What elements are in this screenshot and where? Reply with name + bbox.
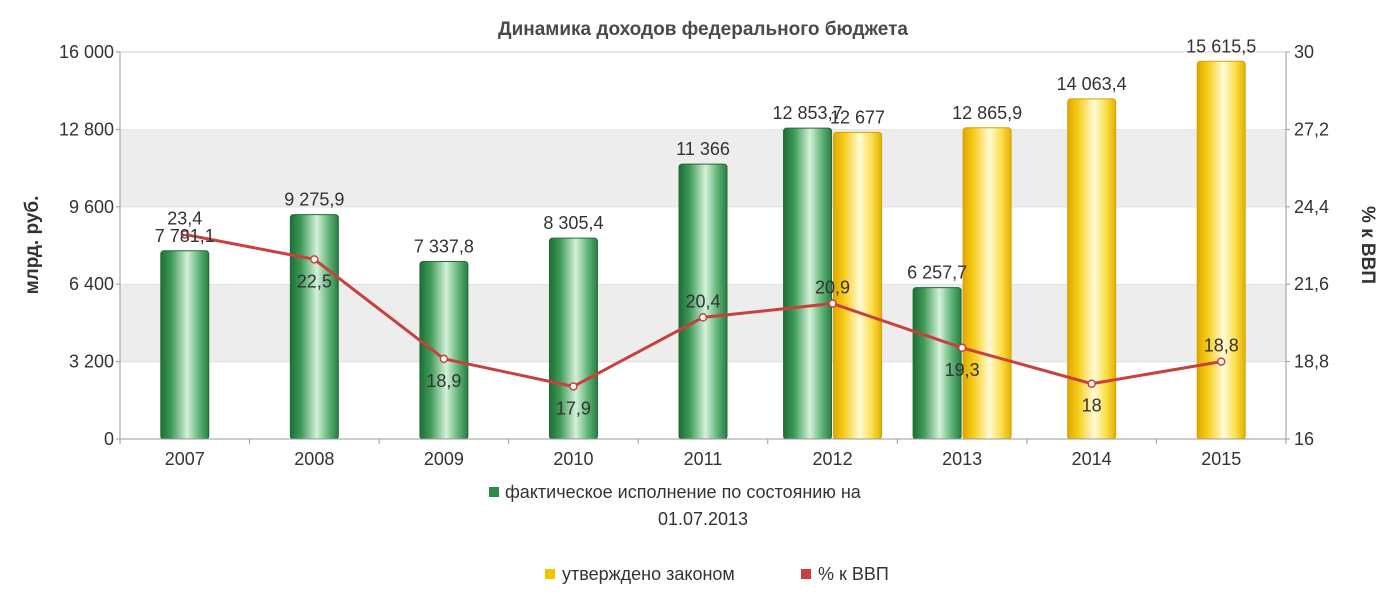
data-label-gdp-share: 18 [1082, 396, 1102, 416]
gdp-share-point [1087, 379, 1096, 388]
gdp-share-point [828, 299, 837, 308]
x-tick-label: 2012 [813, 449, 853, 469]
data-label-gdp-share: 22,5 [297, 271, 332, 291]
data-label-gdp-share: 17,9 [556, 398, 591, 418]
data-label-gdp-share: 18,9 [426, 371, 461, 391]
data-label-gdp-share: 19,3 [945, 360, 980, 380]
data-label-actual: 6 257,7 [907, 263, 967, 283]
x-tick-label: 2009 [424, 449, 464, 469]
axes [119, 52, 1287, 440]
left-tick-label: 0 [104, 429, 114, 449]
legend-label-gdp: % к ВВП [818, 564, 889, 584]
x-axis-ticks: 2007 2008 2009 2010 2011 2012 2013 2014 2015 [119, 439, 1287, 469]
gdp-share-point [180, 230, 190, 239]
x-tick-label: 2010 [553, 449, 593, 469]
bar-approved [1067, 98, 1117, 440]
bar-approved [1196, 60, 1246, 440]
right-axis-ticks: 16 18,8 21,6 24,4 27,2 30 [1286, 42, 1329, 449]
data-labels: 7 781,1 9 275,9 7 337,8 8 305,4 11 366 12 853… [155, 36, 1257, 418]
right-tick-label: 24,4 [1294, 197, 1329, 217]
legend-marker-approved [545, 569, 555, 579]
x-tick-label: 2014 [1072, 449, 1112, 469]
data-label-actual: 9 275,9 [284, 190, 344, 210]
right-tick-label: 18,8 [1294, 352, 1329, 372]
gdp-share-point [310, 255, 319, 264]
chart-title: Динамика доходов федерального бюджета [498, 19, 908, 40]
data-label-approved: 12 865,9 [952, 103, 1022, 123]
data-label-gdp-share: 23,4 [167, 208, 202, 228]
legend-label-actual-line1: фактическое исполнение по состоянию на [505, 482, 862, 502]
right-tick-label: 16 [1294, 429, 1314, 449]
left-tick-label: 3 200 [69, 352, 114, 372]
x-tick-label: 2008 [294, 449, 334, 469]
left-tick-label: 16 000 [59, 42, 114, 62]
bar-approved [962, 127, 1012, 440]
data-label-gdp-share: 18,8 [1204, 336, 1239, 356]
right-tick-label: 21,6 [1294, 274, 1329, 294]
x-tick-label: 2007 [165, 449, 205, 469]
bar-actual [419, 261, 469, 440]
right-tick-label: 27,2 [1294, 119, 1329, 139]
legend-label-actual-line2: 01.07.2013 [658, 509, 748, 529]
left-tick-label: 12 800 [59, 119, 114, 139]
gdp-share-point [957, 343, 967, 353]
x-tick-label: 2015 [1201, 449, 1241, 469]
right-tick-label: 30 [1294, 42, 1314, 62]
data-label-approved: 15 615,5 [1186, 36, 1256, 56]
data-label-actual: 7 337,8 [414, 237, 474, 257]
gdp-share-point [439, 354, 449, 364]
data-label-actual: 7 781,1 [155, 226, 215, 246]
data-label-gdp-share: 20,9 [815, 278, 850, 298]
data-label-actual: 8 305,4 [543, 213, 603, 233]
legend: фактическое исполнение по состоянию на 0… [489, 482, 889, 584]
data-label-actual: 11 366 [676, 139, 730, 159]
legend-marker-gdp [801, 569, 811, 579]
left-tick-label: 6 400 [69, 274, 114, 294]
x-tick-label: 2011 [684, 449, 723, 469]
right-axis-title: % к ВВП [1357, 206, 1378, 284]
gdp-share-line [180, 230, 1226, 391]
left-axis-ticks: 0 3 200 6 400 9 600 12 800 16 000 [59, 42, 120, 449]
legend-label-approved: утверждено законом [562, 564, 735, 584]
bar-actual [160, 250, 210, 440]
bar-actual [289, 214, 339, 440]
x-tick-label: 2013 [942, 449, 982, 469]
gdp-share-point [569, 382, 578, 391]
left-tick-label: 9 600 [69, 197, 114, 217]
data-label-approved: 14 063,4 [1057, 74, 1127, 94]
data-label-gdp-share: 20,4 [685, 291, 720, 311]
data-label-approved: 12 677 [830, 107, 885, 127]
legend-marker-actual [489, 487, 499, 497]
data-label-actual: 12 853,7 [773, 103, 843, 123]
gdp-share-point [698, 313, 708, 322]
gdp-share-point [1216, 357, 1226, 366]
left-axis-title: млрд. руб. [22, 196, 43, 295]
bar-series [160, 60, 1246, 440]
